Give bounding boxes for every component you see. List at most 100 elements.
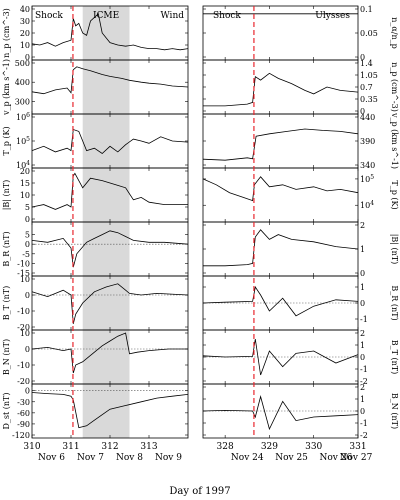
y-tick-label: 390: [360, 137, 375, 146]
y-tick-label: 300: [15, 97, 30, 106]
panel-frame: [202, 383, 359, 439]
y-tick-label: 30: [20, 17, 30, 26]
series-line: [202, 285, 359, 317]
y-tick-label: 15: [20, 179, 30, 188]
panel-frame: [202, 221, 359, 277]
y-tick-label: 440: [360, 113, 375, 122]
series-line: [31, 13, 189, 51]
date-label: Nov 27: [340, 453, 373, 463]
y-tick-label: 20: [20, 167, 30, 176]
y-tick-label: -60: [17, 409, 30, 418]
y-tick-label: 340: [360, 161, 375, 170]
y-axis-label: B_T (nT): [2, 286, 11, 321]
y-tick-label: 0: [360, 107, 365, 116]
y-tick-label: 0.7: [360, 83, 373, 92]
y-axis-label: v_p (km s^-1): [2, 59, 11, 116]
date-label: Nov 26: [320, 453, 353, 463]
panel-right-3: 340 390 440 v_p (km s^-1): [202, 112, 399, 170]
y-tick-label: 0.1: [360, 5, 373, 14]
y-tick-label: 0: [25, 345, 30, 354]
y-tick-label: -10: [17, 259, 30, 268]
date-label: Nov 9: [155, 453, 182, 463]
date-label: Nov 6: [38, 453, 65, 463]
panel-right-7: -2 -1 0 1 2 B_T (nT): [202, 329, 399, 386]
y-tick-label: 2: [360, 221, 365, 230]
x-tick-label: 313: [140, 442, 157, 452]
series-line: [31, 283, 189, 324]
y-tick-label: -15: [17, 269, 30, 278]
y-tick-label: 1: [360, 395, 365, 404]
annotation-shock: Shock: [35, 11, 63, 21]
series-line: [203, 229, 359, 267]
panel-left-8: -120 -90 -60 -30 0 D_st (nT): [2, 383, 189, 440]
y-tick-label: 5: [25, 203, 30, 212]
series-line: [31, 332, 188, 374]
annotation-shock: Shock: [213, 11, 241, 21]
series-line: [202, 128, 359, 161]
series-line: [31, 128, 189, 155]
y-axis-label: |B| (nT): [2, 180, 11, 211]
panel-frame: [202, 275, 359, 331]
y-tick-label: -1: [360, 315, 368, 324]
y-tick-label: 0: [360, 407, 365, 416]
y-tick-label: -10: [17, 361, 30, 370]
x-tick-label: 331: [349, 442, 366, 452]
y-tick-label: 1: [360, 341, 365, 350]
panel-right-4: 104 105 T_p (K): [202, 167, 399, 223]
panel-right-5: 0 1 2 |B| (nT): [202, 221, 399, 278]
panel-right-1: 0 0.05 0.1 n_α/n_p: [202, 5, 399, 62]
y-tick-label: 2: [360, 383, 365, 392]
y-tick-label: -1: [360, 365, 368, 374]
x-tick-label: 328: [217, 442, 234, 452]
series-line: [202, 395, 359, 431]
y-tick-label: 1.4: [360, 59, 373, 68]
y-tick-label: -2: [360, 431, 368, 440]
y-tick-label: -1: [360, 419, 368, 428]
series-line: [31, 172, 188, 210]
y-axis-label: B_T (nT): [390, 340, 399, 375]
y-axis-label: B_N (nT): [2, 339, 11, 375]
column-right: 0 0.05 0.1 n_α/n_p 0 0.35 0.7 1.05 1.4 n_p (cm^-3…: [202, 5, 399, 463]
y-tick-label: -20: [17, 323, 30, 332]
y-tick-label: 104: [360, 200, 374, 211]
y-tick-label: -2: [360, 377, 368, 386]
y-tick-label: 1: [360, 245, 365, 254]
y-tick-label: -20: [17, 377, 30, 386]
y-axis-label: n_p (cm^-3): [2, 8, 11, 58]
y-tick-label: 0: [360, 353, 365, 362]
y-tick-label: 400: [15, 78, 30, 87]
y-tick-label: 0: [25, 240, 30, 249]
panel-left-6: -20 -10 0 10 B_T (nT): [2, 275, 189, 332]
y-tick-label: 0: [25, 387, 30, 396]
y-tick-label: 0: [25, 291, 30, 300]
date-label: Nov 24: [231, 453, 264, 463]
series-line: [31, 230, 189, 268]
y-axis-label: v_p (km s^-1): [390, 112, 399, 169]
y-tick-label: 5: [25, 231, 30, 240]
x-axis-title: Day of 1997: [169, 486, 230, 497]
y-axis-label: T_p (K): [390, 180, 399, 209]
y-tick-label: 0: [360, 53, 365, 62]
series-line: [31, 392, 189, 429]
y-tick-label: 40: [20, 5, 30, 14]
series-line: [202, 338, 359, 376]
y-tick-label: -90: [17, 420, 30, 429]
y-tick-label: -5: [22, 250, 30, 259]
y-tick-label: 500: [15, 59, 30, 68]
date-label: Nov 7: [77, 453, 104, 463]
y-tick-label: 1: [360, 283, 365, 292]
y-tick-label: -10: [17, 307, 30, 316]
x-tick-label: 312: [101, 442, 118, 452]
y-tick-label: 2: [360, 329, 365, 338]
y-tick-label: 10: [20, 191, 30, 200]
panel-right-6: -1 0 1 B_R (nT): [202, 275, 399, 331]
y-tick-label: 0.05: [360, 29, 378, 38]
panel-right-8: -2 -1 0 1 2 B_N (nT): [202, 383, 399, 440]
series-line: [202, 176, 359, 202]
panel-left-7: -20 -10 0 10 B_N (nT): [2, 329, 189, 386]
y-tick-label: 1.05: [360, 71, 378, 80]
y-tick-label: 0: [25, 215, 30, 224]
series-line: [31, 66, 189, 95]
